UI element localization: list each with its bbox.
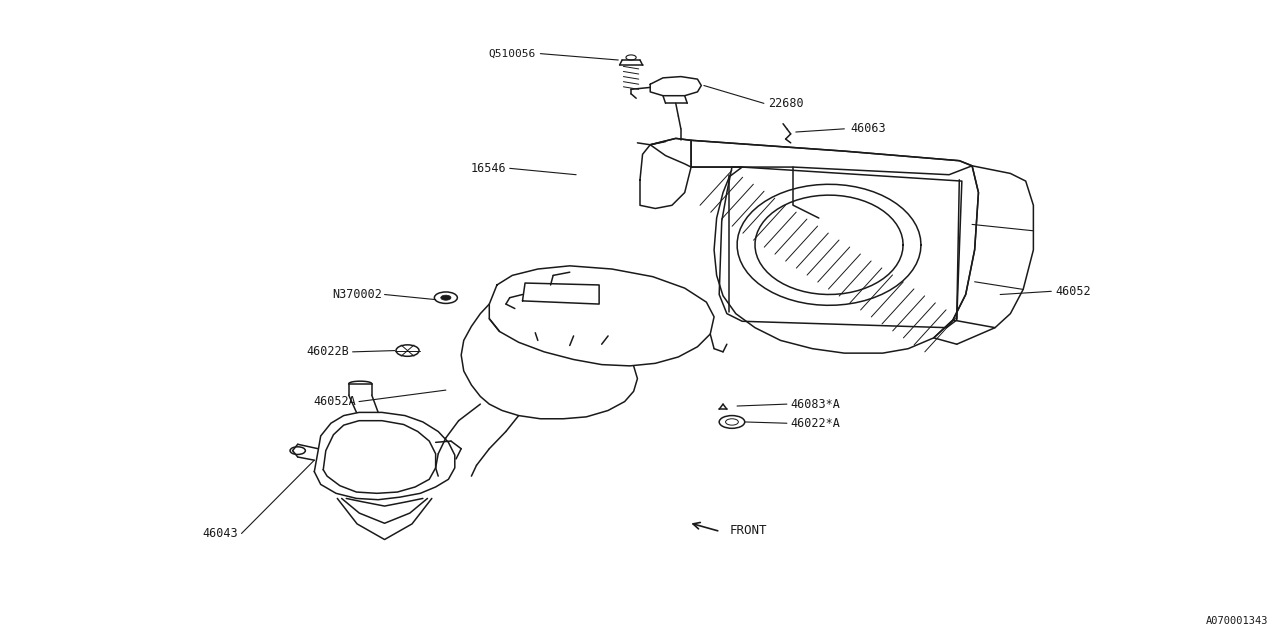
- Text: 46083*A: 46083*A: [791, 397, 841, 411]
- Text: FRONT: FRONT: [730, 524, 767, 537]
- Text: 22680: 22680: [768, 97, 804, 110]
- Circle shape: [440, 295, 451, 300]
- Text: Q510056: Q510056: [488, 49, 535, 59]
- Text: 46022B: 46022B: [306, 346, 348, 358]
- Text: 16546: 16546: [470, 162, 506, 175]
- Text: 46043: 46043: [202, 527, 238, 540]
- Text: 46052A: 46052A: [314, 395, 356, 408]
- Text: 46063: 46063: [851, 122, 886, 135]
- Text: 46052: 46052: [1055, 285, 1091, 298]
- Text: A070001343: A070001343: [1206, 616, 1268, 626]
- Text: 46022*A: 46022*A: [791, 417, 841, 429]
- Text: N370002: N370002: [332, 288, 381, 301]
